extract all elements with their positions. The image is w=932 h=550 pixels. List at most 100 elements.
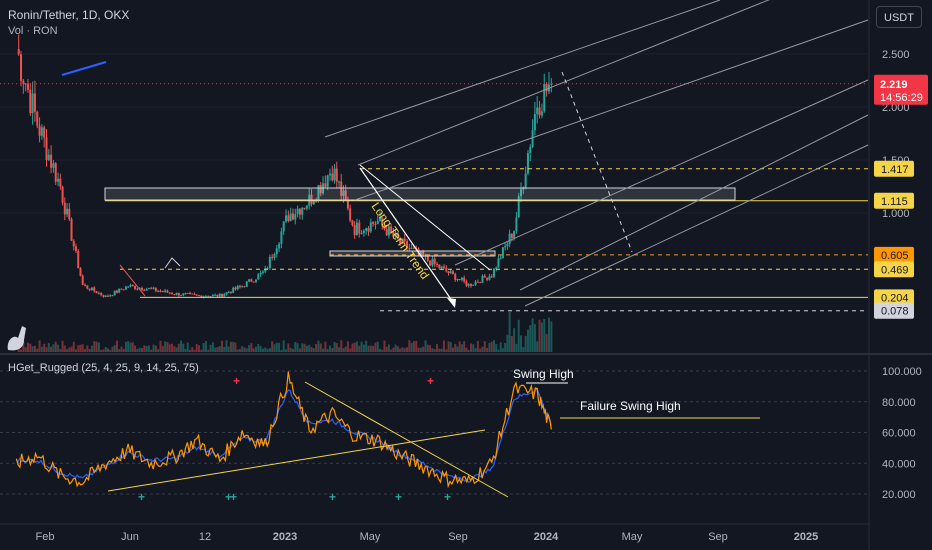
candle-body bbox=[499, 258, 502, 260]
candle-body bbox=[143, 290, 146, 292]
candle-body bbox=[538, 107, 541, 116]
candle-body bbox=[26, 83, 29, 90]
candle-body bbox=[303, 207, 306, 209]
volume-bar bbox=[394, 344, 397, 352]
candle-body bbox=[211, 294, 214, 297]
candle-body bbox=[120, 288, 123, 290]
volume-bar bbox=[456, 346, 459, 352]
candle-body bbox=[127, 286, 130, 288]
volume-bar bbox=[524, 336, 527, 352]
volume-bar bbox=[312, 348, 315, 352]
volume-bar bbox=[36, 348, 39, 352]
candle-body bbox=[77, 250, 80, 269]
oscillator-tick-label: 40.000 bbox=[882, 458, 916, 470]
candle-body bbox=[61, 186, 64, 203]
currency-button[interactable]: USDT bbox=[876, 6, 922, 28]
candle-body bbox=[495, 267, 498, 269]
volume-bar bbox=[328, 345, 331, 352]
candle-body bbox=[232, 287, 235, 293]
trend-arrow-line bbox=[359, 167, 456, 306]
candle-body bbox=[310, 194, 313, 205]
candle-body bbox=[252, 281, 255, 283]
candle-body bbox=[358, 222, 361, 234]
candle-body bbox=[243, 286, 246, 288]
volume-bar bbox=[113, 345, 116, 352]
candle-body bbox=[22, 80, 25, 84]
volume-bar bbox=[517, 319, 520, 352]
candle-body bbox=[66, 208, 69, 215]
volume-bar bbox=[358, 345, 361, 352]
candle-body bbox=[458, 279, 461, 281]
candle-body bbox=[472, 284, 475, 286]
candle-body bbox=[250, 279, 253, 282]
candle-body bbox=[451, 271, 454, 274]
price-level-badge bbox=[874, 261, 914, 278]
volume-bar bbox=[150, 349, 153, 352]
candle-body bbox=[410, 247, 413, 249]
candle-body bbox=[278, 243, 281, 249]
candle-body bbox=[180, 295, 183, 297]
candle-body bbox=[447, 271, 450, 274]
volume-bar bbox=[520, 335, 523, 352]
candle-body bbox=[188, 293, 191, 295]
candle-body bbox=[419, 251, 422, 255]
volume-bar bbox=[43, 343, 46, 352]
time-tick-label: May bbox=[622, 531, 643, 543]
volume-bar bbox=[319, 343, 322, 352]
volume-bar bbox=[120, 346, 123, 352]
failure-swing-high-label: Failure Swing High bbox=[580, 399, 681, 413]
swing-high-label: Swing High bbox=[513, 367, 574, 381]
channel-line bbox=[519, 114, 869, 291]
volume-bar bbox=[261, 348, 264, 352]
volume-bar bbox=[227, 346, 230, 352]
candle-body bbox=[301, 207, 304, 215]
candle-body bbox=[390, 226, 393, 233]
candle-body bbox=[118, 288, 121, 293]
volume-bar bbox=[324, 341, 327, 352]
candle-body bbox=[154, 287, 157, 291]
candle-body bbox=[38, 125, 41, 136]
candle-body bbox=[241, 286, 244, 288]
candle-body bbox=[234, 287, 237, 290]
candle-body bbox=[43, 127, 46, 138]
oscillator-support-trendline bbox=[107, 429, 486, 492]
candle-body bbox=[324, 183, 327, 187]
volume-bar bbox=[166, 342, 169, 352]
volume-bar bbox=[515, 343, 518, 352]
candle-body bbox=[90, 287, 93, 291]
candle-body bbox=[403, 238, 406, 242]
volume-bar bbox=[72, 341, 75, 352]
buy-signal-marker: + bbox=[329, 490, 336, 504]
price-level-badge bbox=[874, 289, 914, 306]
volume-bars bbox=[17, 312, 553, 352]
volume-bar bbox=[143, 345, 146, 352]
volume-bar bbox=[424, 340, 427, 352]
volume-bar bbox=[476, 340, 479, 352]
volume-bar bbox=[422, 346, 425, 352]
candle-body bbox=[510, 233, 513, 238]
volume-bar bbox=[282, 340, 285, 352]
volume-bar bbox=[340, 340, 343, 352]
candle-body bbox=[426, 255, 429, 261]
time-tick-label: May bbox=[360, 531, 381, 543]
volume-bar bbox=[216, 347, 219, 352]
time-tick-label: 2023 bbox=[273, 531, 297, 543]
candle-body bbox=[50, 154, 53, 168]
candle-body bbox=[273, 254, 276, 258]
candle-body bbox=[124, 286, 127, 290]
volume-bar bbox=[440, 348, 443, 352]
volume-bar bbox=[533, 324, 536, 352]
volume-bar bbox=[245, 348, 248, 352]
candle-body bbox=[147, 288, 150, 290]
candle-body bbox=[134, 285, 137, 289]
candle-body bbox=[294, 214, 297, 220]
volume-bar bbox=[374, 342, 377, 352]
candle-body bbox=[367, 228, 370, 232]
candle-body bbox=[285, 215, 288, 222]
candle-body bbox=[184, 293, 187, 295]
volume-bar bbox=[547, 317, 550, 352]
volume-bar bbox=[298, 348, 301, 352]
candle-body bbox=[111, 295, 114, 297]
candle-body bbox=[107, 295, 110, 297]
